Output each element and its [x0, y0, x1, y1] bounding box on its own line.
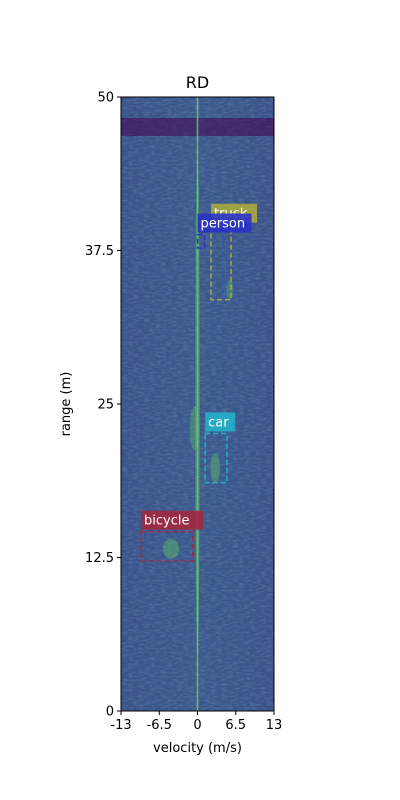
- x-tick-label: 6.5: [225, 718, 246, 733]
- chart-title: RD: [186, 73, 209, 92]
- y-tick-label: 50: [97, 91, 114, 106]
- detection-layer: truckpersoncarbicycle: [140, 203, 258, 562]
- hotspot-3: [162, 539, 180, 559]
- detection-label-car: car: [208, 415, 229, 430]
- x-tick-label: -13: [110, 718, 131, 733]
- hotspot-4: [226, 279, 234, 300]
- y-tick-label: 25: [97, 398, 114, 413]
- y-tick-label: 0: [106, 705, 114, 720]
- x-axis-label: velocity (m/s): [153, 741, 242, 756]
- y-axis-label: range (m): [59, 372, 74, 437]
- hotspot-2: [210, 453, 220, 483]
- x-tick-label: 13: [266, 718, 283, 733]
- detection-label-bicycle: bicycle: [144, 514, 189, 529]
- y-tick-label: 37.5: [85, 244, 114, 259]
- x-tick-label: 0: [193, 718, 201, 733]
- y-tick-label: 12.5: [85, 551, 114, 566]
- detection-label-bg-car: [205, 412, 236, 432]
- y-axis: 0 12.5 25 37.5 50: [85, 91, 121, 720]
- x-axis: -13 -6.5 0 6.5 13: [110, 711, 282, 733]
- detection-box-bicycle: [140, 530, 194, 562]
- detection-box-person: [196, 233, 206, 249]
- x-tick-label: -6.5: [147, 718, 172, 733]
- detection-label-bg-person: [197, 213, 252, 233]
- detection-label-person: person: [201, 217, 246, 232]
- plot-area: truckpersoncarbicycle: [121, 97, 274, 711]
- detection-box-car: [204, 432, 228, 484]
- detection-label-bg-bicycle: [141, 510, 204, 530]
